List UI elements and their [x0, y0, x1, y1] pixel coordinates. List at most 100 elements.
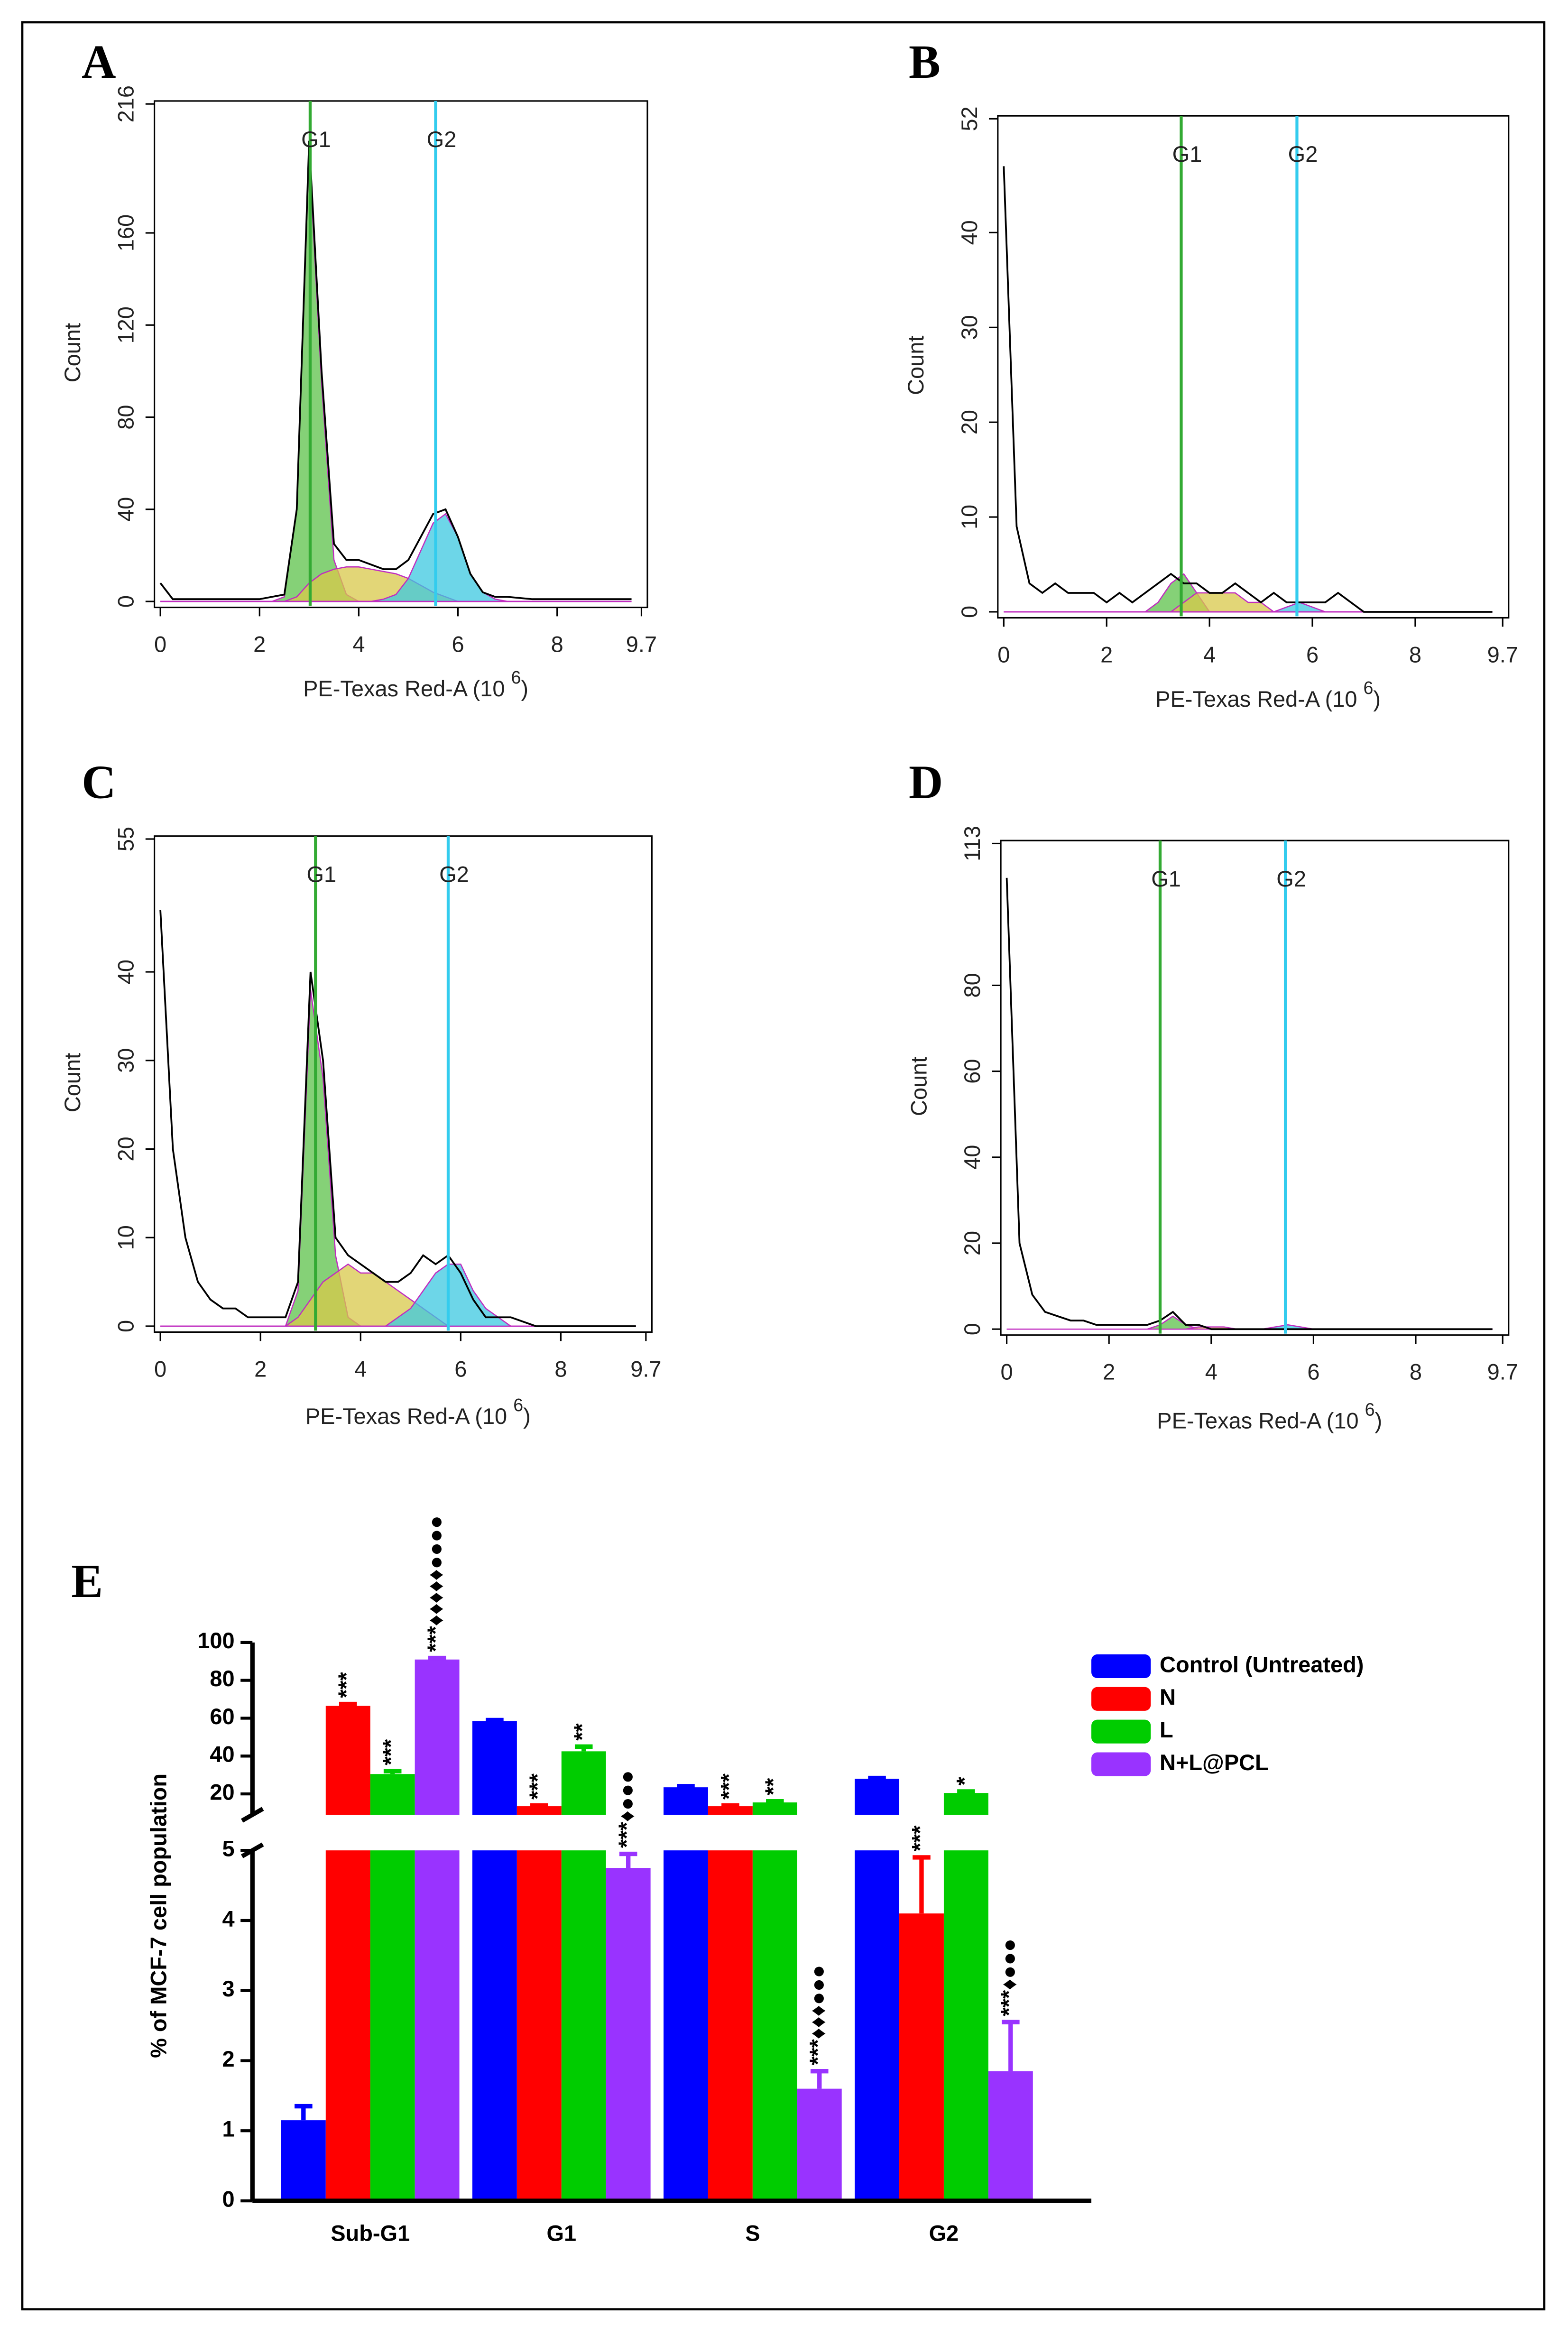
gate-label: G2	[1288, 141, 1318, 166]
bar-lower	[517, 1850, 562, 2201]
gate-label: G2	[1276, 866, 1306, 891]
x-axis-label-part: 6	[513, 1395, 523, 1415]
x-axis-label-part: PE-Texas Red-A (10	[303, 676, 511, 701]
x-tick-label: G2	[929, 2221, 959, 2246]
x-tick-label: 2	[1103, 1359, 1115, 1385]
bar-upper	[325, 1706, 370, 1815]
y-tick-label: 20	[959, 1231, 985, 1256]
x-tick-label: 6	[454, 1356, 467, 1381]
y-tick-label: 120	[113, 306, 138, 343]
y-tick-label: 20	[210, 1780, 234, 1805]
y-tick-label: 30	[957, 315, 982, 340]
gate-label: G2	[427, 127, 457, 152]
x-tick-label: 9.7	[1487, 1359, 1518, 1385]
significance-label: ***♦♦♦♦♦●●●●	[423, 1515, 448, 1652]
bar-upper	[472, 1721, 517, 1815]
bar-lower	[370, 1850, 415, 2201]
x-tick-label: 8	[551, 631, 563, 656]
y-tick-label: 2	[222, 2046, 235, 2071]
x-axis-label: PE-Texas Red-A (10 6)	[1155, 678, 1381, 712]
y-tick-label: 60	[959, 1059, 985, 1083]
y-tick-label: 52	[957, 106, 982, 131]
error-bar	[295, 2104, 313, 2121]
x-tick-label: 2	[254, 1356, 267, 1381]
x-axis-label: PE-Texas Red-A (10 6)	[1157, 1399, 1382, 1433]
x-axis-label: PE-Texas Red-A (10 6)	[303, 667, 528, 702]
y-tick-label: 55	[113, 827, 138, 851]
x-axis-label-part: PE-Texas Red-A (10	[1155, 686, 1363, 711]
x-axis-label-part: )	[1375, 1408, 1383, 1433]
x-tick-label: 4	[1205, 1359, 1218, 1385]
bar-upper	[943, 1793, 988, 1815]
bar-lower	[943, 1850, 988, 2201]
x-axis-label-part: PE-Texas Red-A (10	[305, 1403, 513, 1429]
bar	[606, 1868, 651, 2201]
x-tick-label: 9.7	[630, 1356, 661, 1381]
x-axis-label-part: 6	[1365, 1399, 1375, 1419]
significance-label: **	[569, 1723, 594, 1741]
legend-swatch	[1091, 1687, 1151, 1711]
x-tick-label: 9.7	[626, 631, 657, 656]
error-bar	[339, 1701, 357, 1707]
gate-label: G2	[439, 862, 469, 887]
y-axis-label: Count	[60, 1053, 85, 1112]
bar-lower	[855, 1850, 900, 2201]
y-tick-label: 20	[113, 1136, 138, 1161]
gate-label: G1	[301, 127, 331, 152]
error-bar	[428, 1655, 446, 1661]
y-tick-label: 4	[222, 1906, 235, 1931]
fit-area	[160, 1263, 636, 1327]
y-axis-label: % of MCF-7 cell population	[146, 1773, 171, 2058]
significance-label: ***	[333, 1671, 359, 1698]
significance-label: ***	[907, 1825, 932, 1852]
bar-upper	[664, 1787, 708, 1815]
significance-label: ***♦●●●	[996, 1939, 1021, 2016]
significance-label: ***	[378, 1739, 403, 1765]
fit-area	[160, 152, 632, 602]
y-axis-label: Count	[906, 1057, 931, 1116]
x-tick-label: S	[745, 2221, 760, 2246]
fit-area	[1004, 592, 1493, 613]
legend-label: L	[1160, 1717, 1173, 1742]
legend-label: N	[1160, 1684, 1176, 1709]
y-tick-label: 5	[222, 1836, 235, 1861]
x-tick-label: 2	[1100, 642, 1113, 667]
x-axis-label-part: )	[523, 1403, 531, 1429]
x-tick-label: 4	[352, 631, 365, 656]
x-tick-label: 4	[354, 1356, 367, 1381]
x-tick-label: 6	[452, 631, 464, 656]
legend-swatch	[1091, 1654, 1151, 1678]
x-tick-label: 6	[1307, 1359, 1319, 1385]
bar-upper	[855, 1779, 900, 1815]
y-tick-label: 3	[222, 1976, 235, 2001]
panel-label: B	[909, 36, 941, 88]
significance-label: ***♦●●●	[614, 1770, 639, 1848]
error-bar	[957, 1789, 975, 1794]
bar-lower	[561, 1850, 606, 2201]
histogram-line	[159, 140, 632, 600]
y-tick-label: 1	[222, 2116, 235, 2142]
error-bar	[721, 1803, 739, 1808]
y-tick-label: 160	[113, 214, 138, 251]
x-axis-label-part: PE-Texas Red-A (10	[1157, 1408, 1365, 1433]
significance-label: ***	[716, 1773, 741, 1800]
plot-frame	[154, 835, 653, 1333]
legend-swatch	[1091, 1752, 1151, 1776]
gate-label: G1	[1151, 866, 1181, 891]
error-bar	[913, 1855, 931, 1914]
fit-area	[160, 513, 632, 602]
error-bar	[486, 1717, 504, 1723]
y-tick-label: 40	[959, 1145, 985, 1170]
panel-label: E	[71, 1555, 103, 1607]
panel-label: C	[82, 756, 116, 808]
legend-swatch	[1091, 1719, 1151, 1744]
x-axis-label-part: )	[1373, 686, 1381, 711]
y-tick-label: 100	[197, 1628, 234, 1653]
y-tick-label: 216	[113, 85, 138, 122]
y-axis-label: Count	[60, 323, 85, 382]
x-tick-label: 4	[1203, 642, 1216, 667]
error-bar	[619, 1851, 637, 1868]
x-tick-label: 6	[1306, 642, 1319, 667]
error-bar	[868, 1775, 886, 1781]
x-tick-label: 0	[154, 1356, 166, 1381]
